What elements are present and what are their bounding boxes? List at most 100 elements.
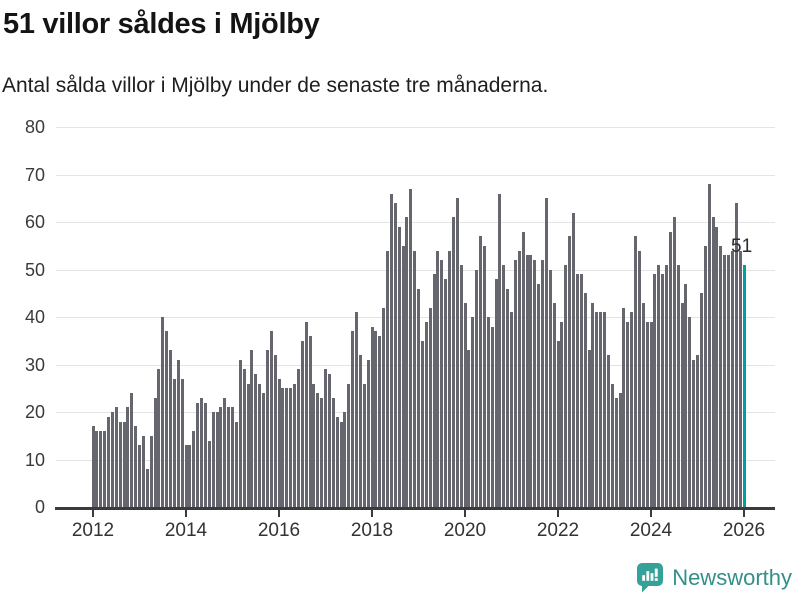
bar: [320, 397, 324, 507]
bar: [568, 236, 572, 507]
bar: [273, 355, 277, 507]
bar: [494, 279, 498, 507]
page-title: 51 villor såldes i Mjölby: [3, 8, 320, 40]
bar: [149, 435, 153, 507]
x-tick-label: 2014: [164, 520, 208, 541]
bar: [537, 283, 541, 507]
bar: [463, 302, 467, 507]
bar: [711, 217, 715, 507]
bar: [161, 317, 165, 507]
bar: [723, 255, 727, 507]
bar: [405, 217, 409, 507]
bar: [513, 260, 517, 507]
bar: [409, 188, 413, 507]
bar: [153, 397, 157, 507]
x-tick-label: 2020: [443, 520, 487, 541]
bar: [312, 383, 316, 507]
bar: [362, 383, 366, 507]
bar: [386, 250, 389, 507]
bar: [719, 245, 723, 507]
bar: [610, 383, 614, 507]
x-tick-label: 2026: [722, 520, 766, 541]
bar: [196, 402, 200, 507]
bar: [541, 260, 544, 507]
bar: [389, 193, 393, 507]
bar: [192, 431, 196, 507]
bar: [502, 264, 506, 507]
bar: [730, 250, 734, 507]
bar: [308, 336, 312, 507]
bar: [219, 407, 223, 507]
gridline: [56, 174, 775, 176]
bar: [475, 269, 479, 507]
bar: [649, 321, 653, 507]
newsworthy-speech-bubble-chart-icon: [637, 563, 664, 593]
bar: [510, 312, 513, 507]
highlighted-bar: [742, 264, 746, 507]
x-tick-label: 2016: [257, 520, 301, 541]
bar: [420, 340, 424, 507]
bar: [665, 264, 668, 507]
bar: [327, 374, 331, 507]
bar: [223, 397, 227, 507]
bar: [591, 302, 595, 507]
bar: [471, 317, 475, 507]
bar: [413, 250, 417, 507]
bar: [324, 369, 327, 507]
x-tick-label: 2018: [350, 520, 394, 541]
bar: [482, 245, 486, 507]
bar: [277, 378, 281, 507]
bar: [668, 231, 672, 507]
bar: [734, 203, 738, 507]
bar: [141, 435, 145, 507]
bar: [738, 250, 742, 507]
bar: [293, 383, 296, 507]
bar: [595, 312, 599, 507]
x-tick: [92, 510, 94, 517]
bar: [560, 321, 564, 507]
bar: [498, 193, 502, 507]
gridline: [56, 127, 775, 128]
bar: [637, 250, 641, 507]
bar: [107, 416, 110, 507]
y-tick-label: 70: [24, 164, 45, 185]
bar: [521, 231, 525, 507]
bar: [335, 416, 339, 507]
bar: [684, 283, 688, 507]
bar: [227, 407, 231, 507]
x-tick: [464, 510, 466, 517]
bar: [533, 260, 537, 507]
x-tick-label: 2022: [536, 520, 580, 541]
bar: [250, 350, 254, 507]
x-tick: [557, 510, 559, 517]
bar: [118, 421, 122, 507]
bar: [281, 388, 285, 507]
bar: [676, 264, 680, 507]
bar: [246, 383, 250, 507]
y-tick-label: 10: [24, 449, 45, 470]
bar: [529, 255, 533, 507]
bar: [231, 407, 234, 507]
bar: [401, 245, 405, 507]
bar: [114, 407, 118, 507]
bar: [300, 340, 304, 507]
x-tick: [371, 510, 373, 517]
bar: [138, 445, 141, 507]
bar: [444, 279, 448, 507]
bar: [304, 321, 308, 507]
bar: [254, 374, 258, 507]
bar: [575, 274, 579, 507]
bar: [672, 217, 676, 507]
y-tick-label: 0: [34, 497, 45, 517]
gridline: [56, 222, 775, 223]
bar: [207, 440, 211, 507]
bar: [653, 274, 657, 507]
bar: [234, 421, 238, 507]
bar: [355, 312, 358, 507]
x-tick-label: 2024: [629, 520, 673, 541]
bar: [692, 359, 696, 507]
bar: [374, 331, 378, 507]
bar: [680, 302, 684, 507]
bar: [238, 359, 242, 507]
bar: [262, 393, 265, 507]
